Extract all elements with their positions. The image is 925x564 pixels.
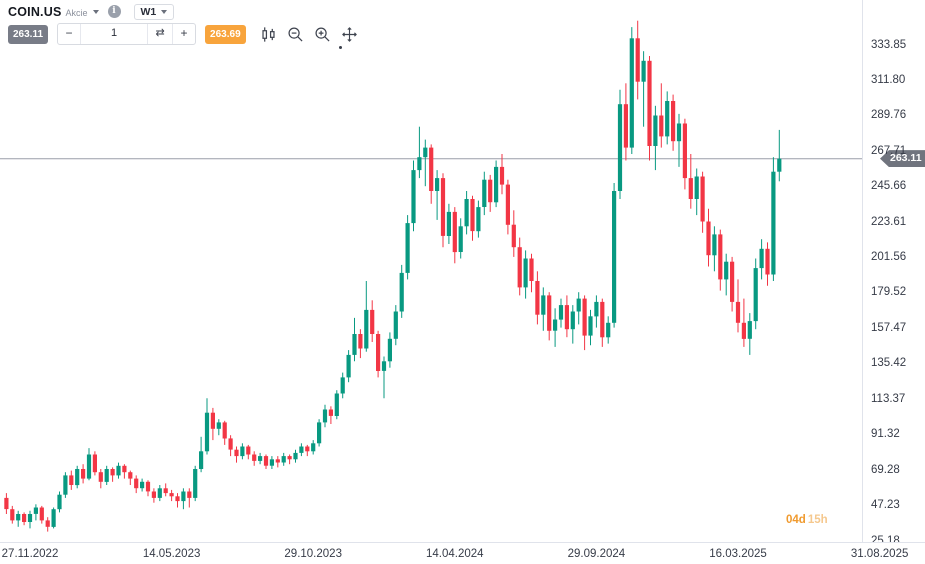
trade-toolbar: 263.11 − 1 ⇄ + 263.69: [8, 23, 358, 45]
time-axis-label: 29.10.2023: [284, 548, 342, 560]
price-axis-label: 69.28: [871, 463, 900, 476]
timeframe-value: W1: [140, 5, 157, 18]
time-axis-label: 14.05.2023: [142, 548, 201, 560]
quantity-control: − 1 ⇄ +: [57, 23, 197, 45]
cursor-dot: [339, 46, 342, 49]
time-axis[interactable]: 27.11.2022 14.05.2023 29.10.2023 14.04.2024…: [0, 542, 925, 564]
price-axis-label: 179.52: [871, 286, 907, 299]
time-axis-label: 31.08.2025: [850, 548, 909, 560]
chevron-down-icon[interactable]: [92, 9, 99, 14]
price-axis-label: 245.66: [871, 180, 907, 193]
pan-move-icon[interactable]: [341, 26, 358, 43]
quantity-increase-button[interactable]: +: [180, 26, 188, 40]
chart-area[interactable]: 04d 15h: [0, 0, 862, 542]
price-axis-label: 267.71: [871, 144, 907, 157]
time-axis-label: 16.03.2025: [709, 548, 767, 560]
zoom-in-icon[interactable]: [314, 26, 331, 43]
instrument-type-label: Akcie: [65, 7, 88, 18]
time-axis-label: 27.11.2022: [1, 548, 59, 560]
chevron-down-icon: [161, 9, 168, 14]
price-axis-label: 201.56: [871, 251, 907, 264]
chart-type-candlestick-icon[interactable]: [260, 26, 277, 43]
price-axis-label: 289.76: [871, 109, 907, 122]
price-axis-label: 333.85: [871, 38, 907, 51]
candlestick-chart[interactable]: [0, 0, 862, 542]
time-axis-label: 14.04.2024: [426, 548, 484, 560]
price-axis-label: 311.80: [871, 73, 906, 86]
buy-price-button[interactable]: 263.69: [205, 24, 246, 44]
price-axis-label: 135.42: [871, 357, 907, 370]
timeframe-selector[interactable]: W1: [133, 3, 175, 20]
symbol-header: COIN.US Akcie i W1: [8, 3, 175, 20]
symbol-name[interactable]: COIN.US: [8, 4, 62, 19]
refresh-icon[interactable]: ⇄: [147, 24, 174, 44]
price-axis-label: 91.32: [871, 428, 900, 441]
current-price-value: 263.11: [890, 152, 922, 165]
price-axis[interactable]: 263.11 333.85 311.80 289.76 267.71 245.66 223…: [862, 0, 925, 547]
sell-price-button[interactable]: 263.11: [8, 24, 49, 44]
info-icon[interactable]: i: [107, 5, 121, 18]
time-axis-label: 29.09.2024: [567, 548, 626, 560]
price-axis-label: 47.23: [871, 499, 900, 512]
bar-close-countdown: 04d 15h: [786, 514, 830, 526]
zoom-out-icon[interactable]: [287, 26, 304, 43]
current-price-tag: 263.11: [880, 150, 925, 168]
countdown-hours: 15h: [807, 514, 828, 526]
countdown-days: 04d: [786, 514, 806, 526]
quantity-decrease-button[interactable]: −: [58, 24, 82, 44]
price-axis-label: 157.47: [871, 321, 907, 334]
price-axis-label: 223.61: [871, 215, 907, 228]
quantity-input[interactable]: 1: [110, 27, 118, 39]
price-axis-label: 113.37: [871, 392, 906, 405]
chart-tools: [260, 26, 358, 43]
